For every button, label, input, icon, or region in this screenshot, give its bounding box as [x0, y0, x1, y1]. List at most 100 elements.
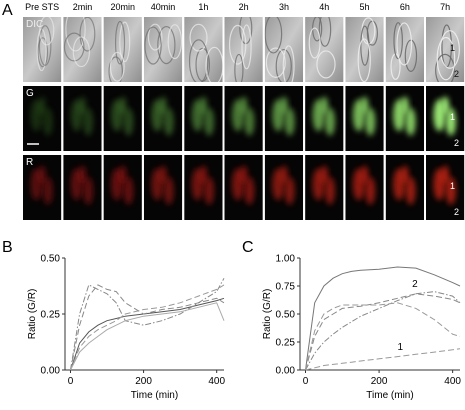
fluor-cell — [400, 96, 409, 115]
fluor-cell — [38, 165, 47, 184]
y-axis-title: Ratio (G/R) — [27, 289, 38, 340]
data-line — [305, 291, 461, 371]
data-line — [305, 348, 461, 371]
fluor-cell — [163, 176, 174, 205]
micrograph-content — [63, 155, 102, 220]
fluor-cell — [365, 107, 376, 136]
fluor-cell — [123, 176, 134, 205]
micrograph-content — [63, 17, 102, 82]
fluor-cell — [78, 96, 87, 115]
micrograph — [143, 17, 183, 82]
cell-outline — [228, 24, 247, 65]
fluor-cell — [360, 165, 369, 184]
y-tick-label: 1.00 — [276, 254, 296, 265]
cell-label: 1 — [450, 43, 455, 53]
fluor-cell — [324, 107, 335, 136]
cell-outline — [144, 26, 162, 65]
micrograph — [63, 155, 102, 220]
cell-outline — [167, 24, 183, 60]
fluor-cell — [239, 96, 248, 115]
fluor-cell — [204, 176, 215, 205]
panel-a: A Pre STS 2min 20min 40min 1h 2h 3h 4h 5h 6h 7h DIC 1… — [2, 2, 465, 220]
micrograph — [264, 17, 304, 82]
fluor-cell — [320, 96, 329, 115]
cell-outline — [157, 25, 176, 65]
cell-label: 1 — [450, 181, 455, 191]
micrograph — [224, 86, 263, 151]
micrograph-content — [103, 86, 142, 151]
fluor-cell — [320, 165, 329, 184]
cell-outline — [188, 39, 209, 82]
charts: B 0.00 0.25 0.50 0 200 400 Time (min) Ratio (G/R… — [2, 239, 461, 401]
micrograph — [103, 155, 142, 220]
micrograph-content — [426, 17, 465, 82]
micrograph-content — [305, 17, 344, 82]
data-line — [305, 293, 461, 371]
micrograph — [224, 17, 263, 82]
micrograph — [103, 17, 142, 82]
micrograph-content — [143, 155, 183, 220]
fluor-cell — [239, 165, 248, 184]
micrograph-content — [345, 155, 384, 220]
y-tick-label: 0.75 — [276, 282, 296, 293]
micrograph-content — [305, 86, 344, 151]
fluor-cell — [204, 107, 215, 136]
micrograph-content — [345, 86, 384, 151]
fluor-cell — [159, 165, 168, 184]
cell-outline — [265, 47, 286, 78]
cell-outline — [357, 38, 371, 82]
cell-outline — [72, 36, 90, 68]
cell-outline — [436, 36, 456, 81]
cell-outline — [119, 21, 131, 63]
x-tick-label: 400 — [208, 376, 225, 387]
cell-outline — [37, 37, 49, 68]
micrograph — [143, 155, 183, 220]
cell-label: 2 — [454, 138, 459, 148]
y-tick-label: 0.50 — [41, 254, 61, 265]
line-chart: B 0.00 0.25 0.50 0 200 400 Time (min) Ratio (G/R… — [2, 239, 225, 401]
x-axis-title: Time (min) — [131, 390, 178, 401]
micrograph-content — [23, 155, 62, 220]
micrograph — [143, 86, 183, 151]
data-line — [70, 277, 225, 371]
fluor-cell — [405, 107, 416, 136]
micrograph-content — [103, 17, 142, 82]
micrograph-content — [23, 17, 62, 82]
column-header: 20min — [110, 2, 135, 12]
fluor-cell — [360, 96, 369, 115]
x-tick-label: 0 — [68, 376, 74, 387]
micrograph — [345, 17, 384, 82]
micrograph-content — [385, 17, 424, 82]
cell-outline — [109, 51, 125, 82]
fluor-cell — [441, 96, 450, 115]
fluor-cell — [441, 165, 450, 184]
cell-outline — [63, 32, 85, 62]
data-line — [70, 297, 225, 371]
fluor-cell — [400, 165, 409, 184]
panel-label: A — [2, 2, 13, 19]
column-header: 4h — [319, 2, 329, 12]
data-line — [70, 302, 225, 371]
fluor-cell — [42, 176, 53, 205]
micrograph-content — [103, 155, 142, 220]
micrograph — [184, 155, 223, 220]
column-header: 6h — [400, 2, 410, 12]
cell-outline — [147, 23, 163, 51]
fluor-cell — [118, 96, 127, 115]
fluor-cell — [38, 96, 47, 115]
column-header: 5h — [360, 2, 370, 12]
fluor-cell — [284, 107, 295, 136]
fluor-cell — [118, 165, 127, 184]
fluor-cell — [279, 165, 288, 184]
fluor-cell — [445, 107, 456, 136]
micrograph-content — [184, 155, 223, 220]
cell-outline — [439, 30, 460, 69]
fluor-cell — [445, 176, 456, 205]
line-chart: C 0.00 0.25 0.50 0.75 1.00 0 200 400 Time (min) Ra… — [242, 239, 461, 401]
cell-outline — [38, 25, 52, 66]
micrograph — [385, 86, 424, 151]
fluor-cell — [78, 165, 87, 184]
dic-bg — [426, 17, 465, 82]
cell-label: 2 — [454, 69, 459, 79]
